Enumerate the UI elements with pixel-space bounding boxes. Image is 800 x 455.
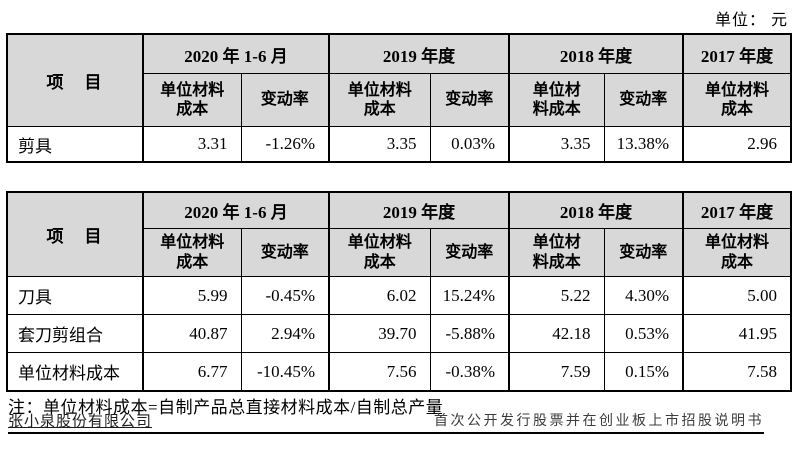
cell-unit-cost-2019: 3.35 bbox=[328, 126, 431, 163]
subheader-change-rate-2020: 变动率 bbox=[240, 228, 330, 277]
cell-unit-cost-2017: 7.58 bbox=[682, 352, 792, 392]
period-header-2018: 2018 年度 bbox=[508, 33, 684, 74]
item-column-header: 项 目 bbox=[6, 33, 144, 127]
period-header-row: 项 目 2020 年 1-6 月 2019 年度 2018 年度 2017 年度 bbox=[6, 191, 792, 277]
subheader-change-rate-2020: 变动率 bbox=[240, 73, 330, 127]
cell-unit-cost-2017: 2.96 bbox=[682, 126, 792, 163]
subheader-unit-cost-2018: 单位材 料成本 bbox=[508, 73, 605, 127]
cell-change-rate-2019: -5.88% bbox=[429, 314, 510, 353]
unit-label: 单位： 元 bbox=[714, 12, 788, 29]
cell-change-rate-2020: -0.45% bbox=[240, 276, 330, 315]
row-label: 套刀剪组合 bbox=[6, 314, 144, 353]
unit-material-cost-table-scissors: 项 目 2020 年 1-6 月 2019 年度 2018 年度 2017 年度… bbox=[6, 33, 793, 163]
table-row-knife-scissor-set: 套刀剪组合 40.87 2.94% 39.70 -5.88% 42.18 0.5… bbox=[6, 314, 792, 353]
period-header-2020: 2020 年 1-6 月 bbox=[141, 33, 330, 74]
cell-change-rate-2019: -0.38% bbox=[429, 352, 510, 392]
cell-change-rate-2018: 4.30% bbox=[603, 276, 684, 315]
cell-change-rate-2019: 0.03% bbox=[429, 126, 510, 163]
subheader-row: 单位材料 成本 变动率 单位材料 成本 变动率 单位材 料成本 变动率 单位材料… bbox=[7, 73, 792, 127]
row-label: 单位材料成本 bbox=[6, 352, 144, 392]
table-row-knives: 刀具 5.99 -0.45% 6.02 15.24% 5.22 4.30% 5.… bbox=[6, 276, 792, 315]
cell-change-rate-2020: 2.94% bbox=[240, 314, 330, 353]
row-label: 刀具 bbox=[6, 276, 144, 315]
cell-unit-cost-2020: 6.77 bbox=[142, 352, 242, 392]
subheader-unit-cost-2020: 单位材料 成本 bbox=[142, 228, 242, 277]
table-row-total-unit-material-cost: 单位材料成本 6.77 -10.45% 7.56 -0.38% 7.59 0.1… bbox=[6, 352, 792, 392]
footnote: 注：单位材料成本=自制产品总直接材料成本/自制总产量 bbox=[8, 398, 444, 417]
cell-unit-cost-2019: 6.02 bbox=[328, 276, 431, 315]
cell-change-rate-2020: -1.26% bbox=[240, 126, 330, 163]
subheader-unit-cost-2020: 单位材料 成本 bbox=[142, 73, 242, 127]
cell-unit-cost-2020: 40.87 bbox=[142, 314, 242, 353]
cell-change-rate-2018: 0.15% bbox=[603, 352, 684, 392]
cell-unit-cost-2018: 3.35 bbox=[508, 126, 605, 163]
subheader-unit-cost-2017: 单位材料 成本 bbox=[682, 228, 792, 277]
period-header-2017: 2017 年度 bbox=[682, 33, 792, 74]
item-column-header: 项 目 bbox=[6, 191, 144, 277]
subheader-unit-cost-2019: 单位材料 成本 bbox=[328, 73, 431, 127]
cell-unit-cost-2018: 42.18 bbox=[508, 314, 605, 353]
cell-unit-cost-2019: 39.70 bbox=[328, 314, 431, 353]
footer-document-title: 首次公开发行股票并在创业板上市招股说明书 bbox=[434, 414, 764, 429]
cell-change-rate-2020: -10.45% bbox=[240, 352, 330, 392]
period-header-2019: 2019 年度 bbox=[328, 191, 510, 229]
subheader-change-rate-2018: 变动率 bbox=[603, 73, 684, 127]
period-header-2018: 2018 年度 bbox=[508, 191, 684, 229]
cell-change-rate-2018: 0.53% bbox=[603, 314, 684, 353]
subheader-change-rate-2019: 变动率 bbox=[429, 228, 510, 277]
subheader-unit-cost-2019: 单位材料 成本 bbox=[328, 228, 431, 277]
period-header-2019: 2019 年度 bbox=[328, 33, 510, 74]
cell-unit-cost-2020: 5.99 bbox=[142, 276, 242, 315]
period-header-2017: 2017 年度 bbox=[682, 191, 792, 229]
cell-unit-cost-2017: 5.00 bbox=[682, 276, 792, 315]
subheader-change-rate-2018: 变动率 bbox=[603, 228, 684, 277]
subheader-unit-cost-2018: 单位材 料成本 bbox=[508, 228, 605, 277]
row-label: 剪具 bbox=[6, 126, 144, 163]
cell-change-rate-2018: 13.38% bbox=[603, 126, 684, 163]
cell-unit-cost-2018: 5.22 bbox=[508, 276, 605, 315]
subheader-row: 单位材料 成本 变动率 单位材料 成本 变动率 单位材 料成本 变动率 单位材料… bbox=[7, 228, 792, 277]
subheader-change-rate-2019: 变动率 bbox=[429, 73, 510, 127]
period-header-row: 项 目 2020 年 1-6 月 2019 年度 2018 年度 2017 年度 bbox=[6, 33, 792, 127]
cell-unit-cost-2019: 7.56 bbox=[328, 352, 431, 392]
cell-unit-cost-2017: 41.95 bbox=[682, 314, 792, 353]
unit-material-cost-table-knives: 项 目 2020 年 1-6 月 2019 年度 2018 年度 2017 年度… bbox=[6, 191, 793, 392]
cell-unit-cost-2020: 3.31 bbox=[142, 126, 242, 163]
table-row-scissors: 剪具 3.31 -1.26% 3.35 0.03% 3.35 13.38% 2.… bbox=[6, 126, 792, 163]
subheader-unit-cost-2017: 单位材料 成本 bbox=[682, 73, 792, 127]
page-footer: 张小泉股份有限公司 首次公开发行股票并在创业板上市招股说明书 bbox=[8, 411, 764, 434]
period-header-2020: 2020 年 1-6 月 bbox=[141, 191, 330, 229]
footer-company-name: 张小泉股份有限公司 bbox=[8, 414, 153, 430]
cell-unit-cost-2018: 7.59 bbox=[508, 352, 605, 392]
cell-change-rate-2019: 15.24% bbox=[429, 276, 510, 315]
